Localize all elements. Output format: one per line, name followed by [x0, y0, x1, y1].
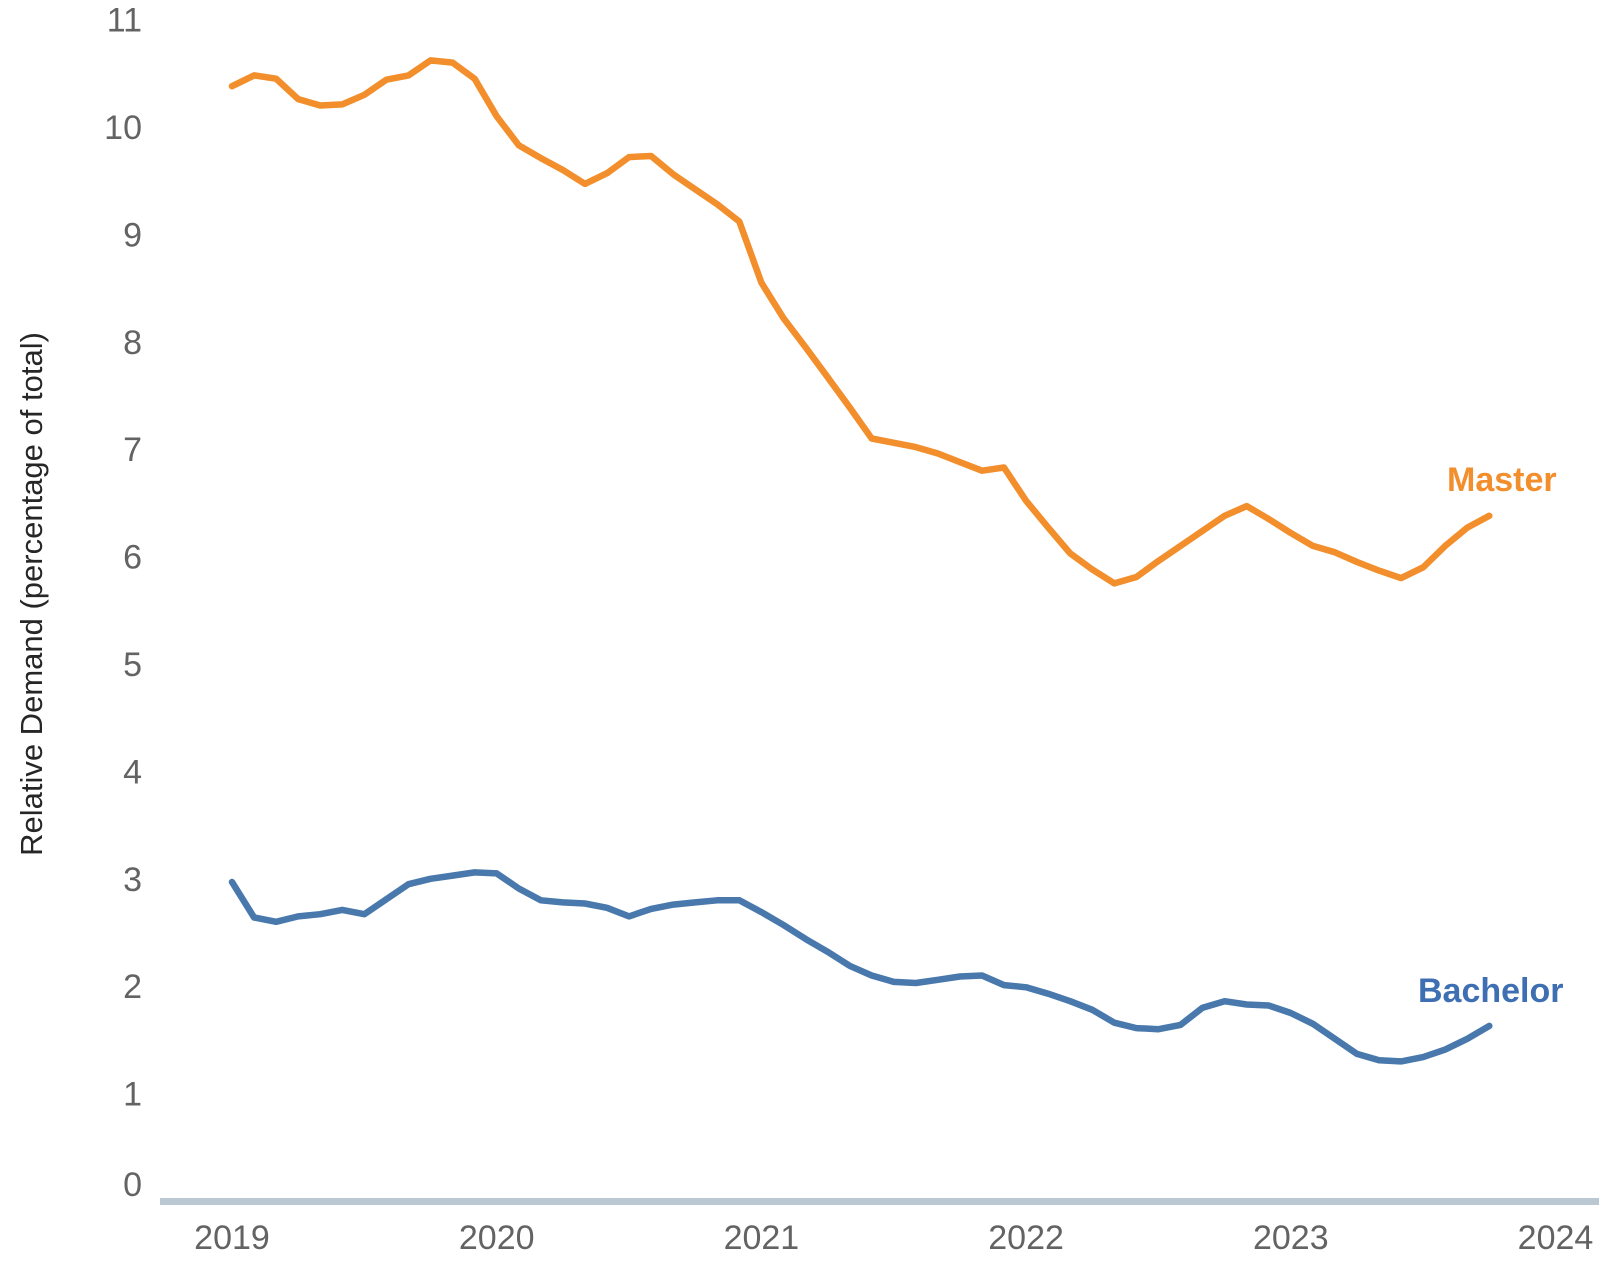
y-tick-label: 6: [123, 539, 142, 577]
y-tick-label: 3: [123, 861, 142, 899]
x-tick-label: 2024: [1518, 1219, 1594, 1257]
y-tick-label: 4: [123, 753, 142, 791]
x-tick-label: 2022: [988, 1219, 1064, 1257]
y-tick-label: 10: [104, 109, 142, 147]
y-tick-label: 2: [123, 968, 142, 1006]
y-tick-label: 9: [123, 216, 142, 254]
y-tick-label: 0: [123, 1166, 142, 1204]
series-line-bachelor: [228, 869, 1493, 1065]
series-label-bachelor: Bachelor: [1418, 972, 1564, 1010]
y-tick-label: 1: [123, 1076, 142, 1114]
x-tick-label: 2020: [459, 1219, 535, 1257]
y-tick-label: 11: [107, 2, 142, 40]
y-tick-label: 7: [123, 431, 142, 469]
x-tick-label: 2021: [724, 1219, 800, 1257]
x-tick-label: 2019: [194, 1219, 270, 1257]
x-tick-label: 2023: [1253, 1219, 1329, 1257]
y-tick-label: 5: [123, 646, 142, 684]
series-line-master: [228, 57, 1493, 587]
series-label-master: Master: [1447, 461, 1557, 499]
y-tick-label: 8: [123, 324, 142, 362]
y-axis-title: Relative Demand (percentage of total): [14, 332, 49, 856]
x-axis-line: [160, 1198, 1599, 1205]
